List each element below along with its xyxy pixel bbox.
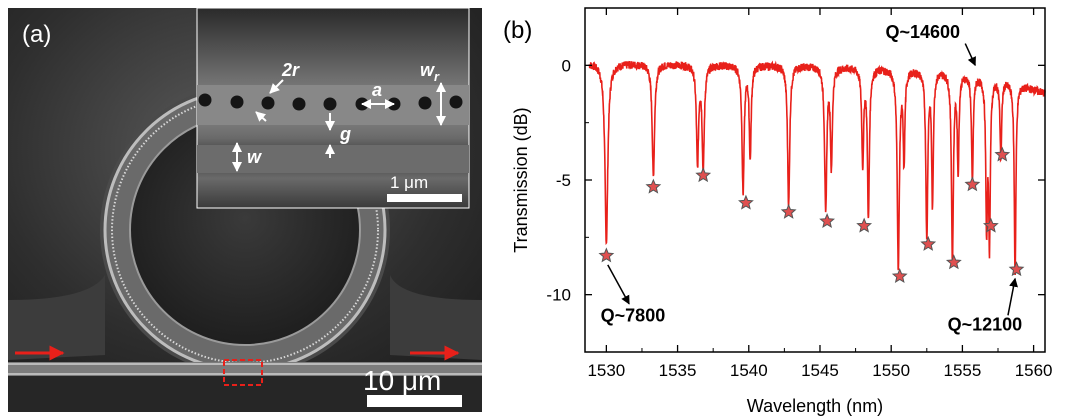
sem-image-panel: 10 μm (a) 2r	[8, 7, 482, 412]
x-axis-label: Wavelength (nm)	[747, 396, 883, 416]
resonance-markers	[598, 146, 1025, 284]
q2-label: Q~14600	[885, 22, 960, 42]
x-tick-label: 1560	[1015, 361, 1053, 380]
panel-a-label: (a)	[22, 21, 51, 48]
label-wr-sub: r	[434, 69, 440, 84]
two-r-arrow-bottom	[255, 111, 267, 122]
main-scale-bar	[367, 395, 462, 407]
resonance-marker-star	[920, 235, 937, 251]
x-tick-label: 1545	[801, 361, 839, 380]
q3-arrow	[1007, 277, 1018, 316]
axes: 1530 1535 1540 1545 1550 1555 1560 0 -5 -10 Wavele…	[511, 7, 1053, 416]
plot-area	[588, 60, 1046, 276]
resonance-marker-star	[1008, 261, 1025, 277]
sem-pedestal	[8, 275, 105, 360]
y-tick-label: -10	[546, 286, 571, 305]
resonance-marker-star	[819, 212, 835, 228]
coupling-region-box	[223, 359, 263, 386]
bus-waveguide	[8, 362, 482, 376]
inset-scale-label: 1 μm	[390, 173, 428, 192]
label-a: a	[372, 80, 382, 100]
hole	[198, 93, 212, 107]
q2-arrow	[964, 43, 976, 67]
q-annotations: Q~7800 Q~14600 Q~12100	[601, 22, 1023, 335]
resonance-marker-star	[738, 194, 754, 210]
hole	[261, 96, 275, 110]
y-axis-label: Transmission (dB)	[511, 107, 531, 252]
label-wr: wr	[420, 60, 440, 84]
x-tick-label: 1535	[659, 361, 697, 380]
label-w: w	[247, 147, 262, 167]
plot-frame	[584, 7, 1046, 353]
label-wr-main: w	[420, 60, 435, 80]
hole	[230, 95, 244, 109]
resonance-marker-star	[994, 146, 1011, 162]
hole	[418, 96, 432, 110]
transmission-trace	[588, 60, 1046, 276]
resonance-marker-star	[695, 167, 712, 183]
y-tick-label: 0	[562, 56, 571, 75]
q3-label: Q~12100	[948, 314, 1023, 334]
label-g: g	[339, 124, 351, 144]
main-scale-label: 10 μm	[363, 365, 441, 396]
q1-arrow	[607, 264, 630, 305]
resonance-marker-star	[645, 178, 662, 194]
hole	[292, 97, 306, 111]
resonance-marker-star	[780, 203, 797, 219]
resonance-marker-star	[964, 176, 981, 192]
label-2r: 2r	[281, 60, 300, 80]
resonance-marker-star	[856, 217, 873, 233]
ring-holes	[111, 96, 379, 364]
q1-label: Q~7800	[601, 305, 666, 325]
x-tick-label: 1550	[872, 361, 910, 380]
inset-zoom: 2r a wr g w 1 μm	[196, 7, 470, 209]
resonance-marker-star	[891, 268, 908, 284]
inset-scale-bar	[387, 194, 462, 202]
transmission-chart: (b) 1530 1535 1540 1545 1550 1555 1560 0 -5 -10 Wa…	[503, 7, 1053, 416]
sem-pedestal-right	[390, 275, 482, 360]
y-tick-label: -5	[556, 171, 571, 190]
x-tick-label: 1555	[943, 361, 981, 380]
x-tick-label: 1540	[730, 361, 768, 380]
panel-b-label: (b)	[503, 17, 532, 44]
resonance-marker-star	[598, 247, 615, 263]
x-tick-label: 1530	[587, 361, 625, 380]
resonance-marker-star	[982, 217, 999, 233]
two-r-arrow-top	[269, 79, 284, 94]
resonance-marker-star	[945, 254, 962, 270]
hole	[323, 97, 337, 111]
hole	[449, 95, 463, 109]
